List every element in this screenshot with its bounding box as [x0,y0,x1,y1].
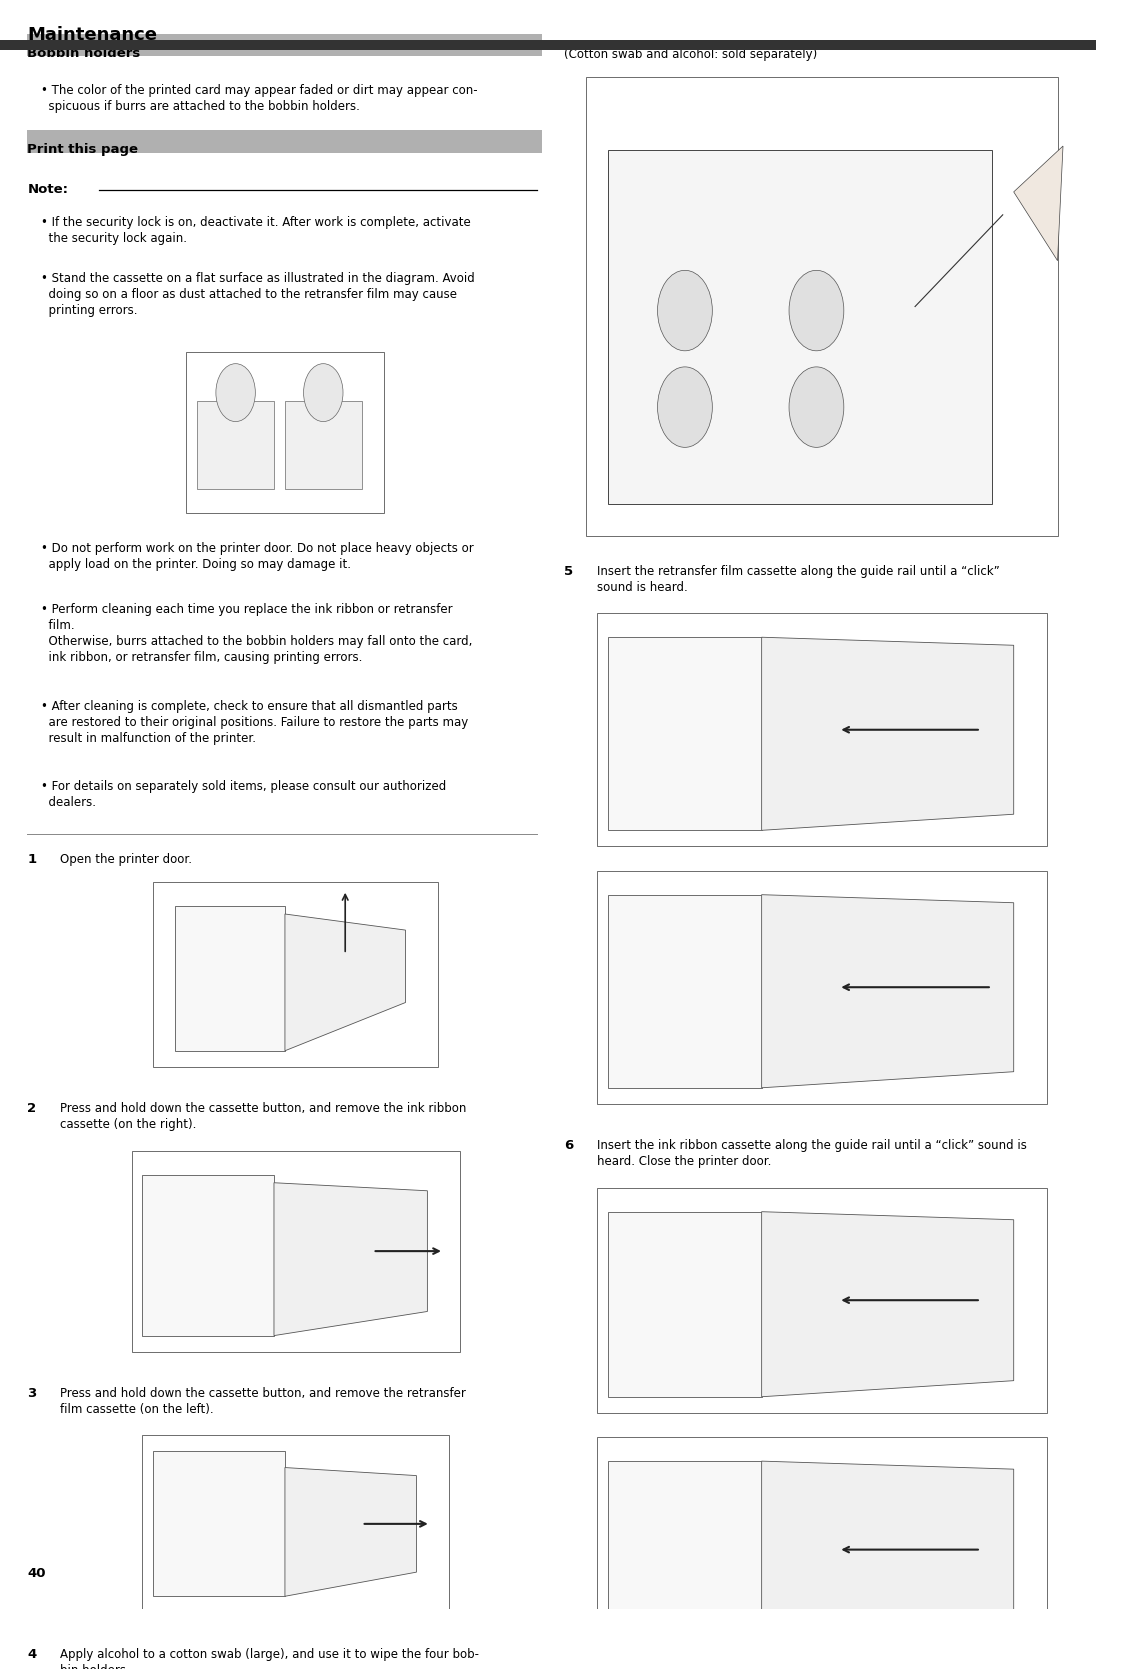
Text: Apply alcohol to a cotton swab (large), and use it to wipe the four bob-
bin hol: Apply alcohol to a cotton swab (large), … [60,1647,479,1669]
Text: • Stand the cassette on a flat surface as illustrated in the diagram. Avoid
  do: • Stand the cassette on a flat surface a… [41,272,474,317]
Text: Print this page: Print this page [27,144,139,157]
Bar [175,906,285,1051]
Bar [153,1452,285,1596]
Bar [285,401,362,489]
Text: Press and hold down the cassette button, and remove the ink ribbon
cassette (on : Press and hold down the cassette button,… [60,1102,467,1132]
Bar [197,401,274,489]
Bar [597,1188,1047,1414]
Text: • After cleaning is complete, check to ensure that all dismantled parts
  are re: • After cleaning is complete, check to e… [41,699,468,744]
Text: Maintenance: Maintenance [27,25,158,43]
Bar [132,1150,460,1352]
Bar [597,871,1047,1103]
Text: 1: 1 [27,853,36,866]
Polygon shape [761,638,1014,829]
Text: • For details on separately sold items, please consult our authorized
  dealers.: • For details on separately sold items, … [41,781,446,809]
Text: Insert the ink ribbon cassette along the guide rail until a “click” sound is
hea: Insert the ink ribbon cassette along the… [597,1140,1028,1168]
Bar [608,638,761,829]
Bar [27,130,543,154]
Polygon shape [761,1460,1014,1646]
Text: 5: 5 [564,564,573,577]
Polygon shape [285,915,405,1051]
Bar [27,33,543,57]
Circle shape [658,270,712,350]
Text: • Perform cleaning each time you replace the ink ribbon or retransfer
  film.
  : • Perform cleaning each time you replace… [41,604,472,664]
Bar [0,40,1096,50]
Bar [597,1437,1047,1662]
Polygon shape [1014,145,1063,260]
Circle shape [790,367,844,447]
Polygon shape [761,895,1014,1088]
Bar [142,1175,274,1335]
Text: 3: 3 [27,1387,36,1400]
Text: 6: 6 [564,1140,574,1152]
Text: Bobbin holders: Bobbin holders [27,47,141,60]
Text: • If the security lock is on, deactivate it. After work is complete, activate
  : • If the security lock is on, deactivate… [41,215,470,245]
Bar [142,1435,449,1612]
Text: 4: 4 [27,1647,36,1661]
Circle shape [303,364,343,422]
Text: Press and hold down the cassette button, and remove the retransfer
film cassette: Press and hold down the cassette button,… [60,1387,466,1415]
Bar [608,1212,761,1397]
Circle shape [790,270,844,350]
Text: 2: 2 [27,1102,36,1115]
Polygon shape [285,1467,416,1596]
Text: 40: 40 [27,1567,46,1581]
Polygon shape [761,1212,1014,1397]
Text: Open the printer door.: Open the printer door. [60,853,192,866]
Circle shape [215,364,255,422]
Bar [153,881,439,1066]
Text: Insert the retransfer film cassette along the guide rail until a “click”
sound i: Insert the retransfer film cassette alon… [597,564,1001,594]
Bar [608,895,761,1088]
Bar [587,77,1058,536]
Bar [608,150,992,504]
Text: Note:: Note: [27,184,69,197]
Text: • Do not perform work on the printer door. Do not place heavy objects or
  apply: • Do not perform work on the printer doo… [41,542,474,571]
Text: (Cotton swab and alcohol: sold separately): (Cotton swab and alcohol: sold separatel… [564,48,818,62]
Bar [186,352,384,514]
Circle shape [658,367,712,447]
Bar [597,613,1047,846]
Polygon shape [274,1183,428,1335]
Bar [608,1460,761,1646]
Text: • The color of the printed card may appear faded or dirt may appear con-
  spicu: • The color of the printed card may appe… [41,83,477,113]
